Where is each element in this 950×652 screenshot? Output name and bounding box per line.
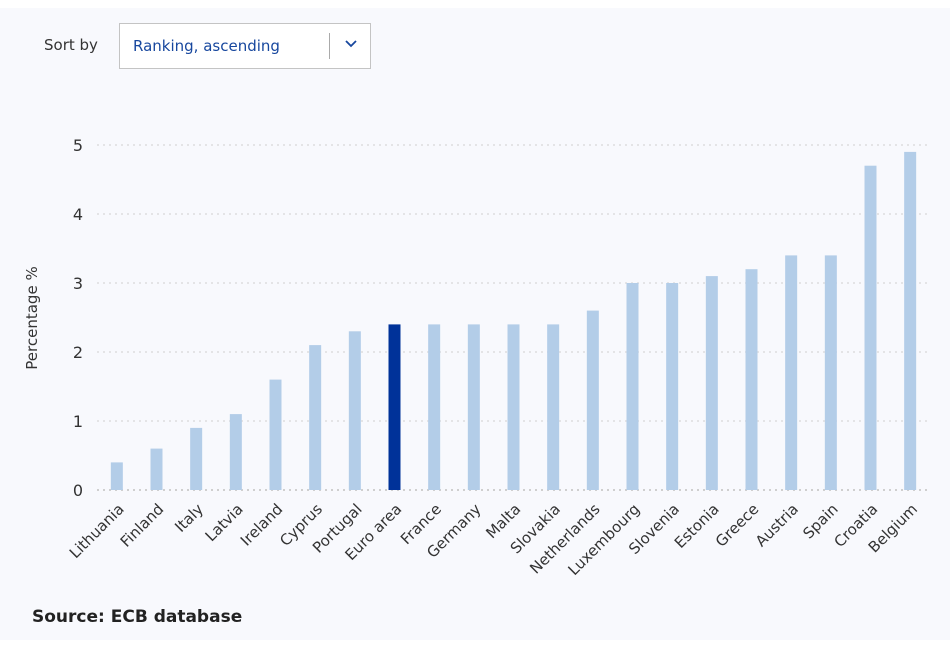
bar-portugal[interactable] bbox=[348, 331, 361, 490]
bar-france[interactable] bbox=[428, 324, 441, 490]
y-tick-label: 5 bbox=[73, 136, 83, 155]
bar-lithuania[interactable] bbox=[110, 462, 123, 490]
y-axis-label: Percentage % bbox=[23, 266, 41, 369]
bar-slovakia[interactable] bbox=[547, 324, 560, 490]
y-axis-ticks: 0 1 2 3 4 5 bbox=[73, 136, 83, 500]
y-tick-label: 4 bbox=[73, 205, 83, 224]
y-tick-label: 1 bbox=[73, 412, 83, 431]
sort-by-dropdown[interactable]: Ranking, ascending bbox=[119, 23, 371, 69]
bar-slovenia[interactable] bbox=[666, 283, 679, 490]
bar-cyprus[interactable] bbox=[309, 345, 322, 490]
x-tick-label: Italy bbox=[171, 500, 207, 536]
bar-malta[interactable] bbox=[507, 324, 520, 490]
sort-by-label: Sort by bbox=[44, 36, 98, 54]
bar-germany[interactable] bbox=[467, 324, 480, 490]
bar-estonia[interactable] bbox=[705, 276, 718, 490]
chevron-down-icon[interactable] bbox=[342, 35, 360, 53]
x-tick-label: Estonia bbox=[671, 500, 723, 552]
x-tick-label: Austria bbox=[752, 500, 802, 550]
x-tick-label: Greece bbox=[712, 500, 762, 550]
bar-greece[interactable] bbox=[745, 269, 758, 490]
x-tick-label: Finland bbox=[117, 500, 168, 551]
dropdown-divider bbox=[329, 33, 330, 59]
x-tick-label: Lithuania bbox=[66, 500, 128, 562]
bar-belgium[interactable] bbox=[904, 151, 917, 490]
bar-italy[interactable] bbox=[190, 427, 203, 490]
bar-latvia[interactable] bbox=[229, 414, 242, 490]
bar-netherlands[interactable] bbox=[586, 310, 599, 490]
x-tick-label: Ireland bbox=[237, 500, 286, 549]
bar-luxembourg[interactable] bbox=[626, 283, 639, 490]
bars bbox=[110, 151, 917, 490]
bar-austria[interactable] bbox=[785, 255, 798, 490]
y-tick-label: 2 bbox=[73, 343, 83, 362]
sort-by-selected-value: Ranking, ascending bbox=[133, 37, 280, 55]
bar-spain[interactable] bbox=[824, 255, 837, 490]
y-tick-label: 3 bbox=[73, 274, 83, 293]
bar-finland[interactable] bbox=[150, 448, 163, 490]
bar-euro-area[interactable] bbox=[388, 324, 401, 490]
bar-croatia[interactable] bbox=[864, 165, 877, 490]
y-tick-label: 0 bbox=[73, 481, 83, 500]
bar-ireland[interactable] bbox=[269, 379, 282, 490]
source-note: Source: ECB database bbox=[32, 607, 243, 627]
